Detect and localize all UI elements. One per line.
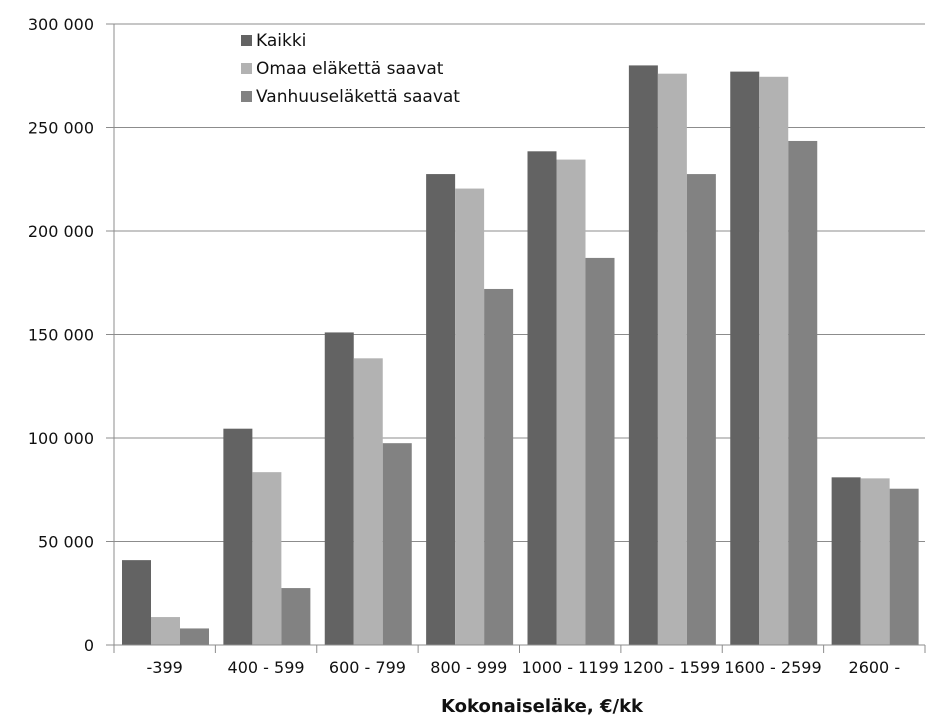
bar [484, 288, 514, 645]
bar [180, 628, 209, 645]
legend-swatch [241, 35, 252, 46]
x-axis-title: Kokonaiseläke, €/kk [441, 696, 644, 717]
bar [122, 560, 151, 645]
y-tick-label: 250 000 [28, 119, 94, 138]
x-tick-label: 1600 - 2599 [724, 658, 821, 677]
x-tick-labels: -399 400 - 599 600 - 799 800 - 999 1000 - 11… [147, 658, 901, 677]
bar [556, 159, 586, 645]
legend-label: Vanhuuseläkettä saavat [256, 87, 460, 107]
bar [657, 73, 687, 646]
y-tick-label: 200 000 [28, 222, 94, 241]
bar [759, 76, 789, 645]
bar [527, 151, 557, 645]
bar [686, 174, 716, 645]
legend-label: Kaikki [256, 31, 306, 51]
x-tick-label: -399 [147, 658, 183, 677]
bar [324, 332, 354, 645]
bar [889, 488, 919, 645]
y-tick-label: 50 000 [38, 533, 94, 552]
bar [628, 65, 658, 645]
bar [860, 478, 890, 645]
y-tick-label: 0 [84, 636, 94, 655]
bar [252, 472, 282, 645]
y-tick-labels: 0 50 000 100 000 150 000 200 000 250 000 300 0… [28, 15, 94, 655]
y-tick-label: 150 000 [28, 326, 94, 345]
bar [223, 428, 253, 645]
bar [426, 174, 456, 645]
bar [455, 188, 485, 645]
bar [151, 617, 180, 645]
x-tick-label: 600 - 799 [329, 658, 406, 677]
x-tick-label: 1200 - 1599 [623, 658, 720, 677]
y-tick-label: 300 000 [28, 15, 94, 34]
legend-swatch [241, 91, 252, 102]
bar [788, 140, 818, 645]
y-tick-label: 100 000 [28, 429, 94, 448]
legend: Kaikki Omaa eläkettä saavat Vanhuuseläkett… [241, 31, 460, 107]
x-tick-label: 1000 - 1199 [521, 658, 618, 677]
bars [122, 65, 919, 646]
x-tick-label: 400 - 599 [228, 658, 305, 677]
x-tick-label: 2600 - [849, 658, 901, 677]
legend-label: Omaa eläkettä saavat [256, 59, 444, 79]
bar [585, 257, 615, 645]
bar [281, 588, 311, 645]
legend-swatch [241, 63, 252, 74]
bar [831, 477, 861, 645]
bar [353, 358, 383, 645]
bar [730, 71, 760, 646]
axes [113, 24, 926, 653]
bar [382, 443, 412, 645]
x-tick-label: 800 - 999 [430, 658, 507, 677]
